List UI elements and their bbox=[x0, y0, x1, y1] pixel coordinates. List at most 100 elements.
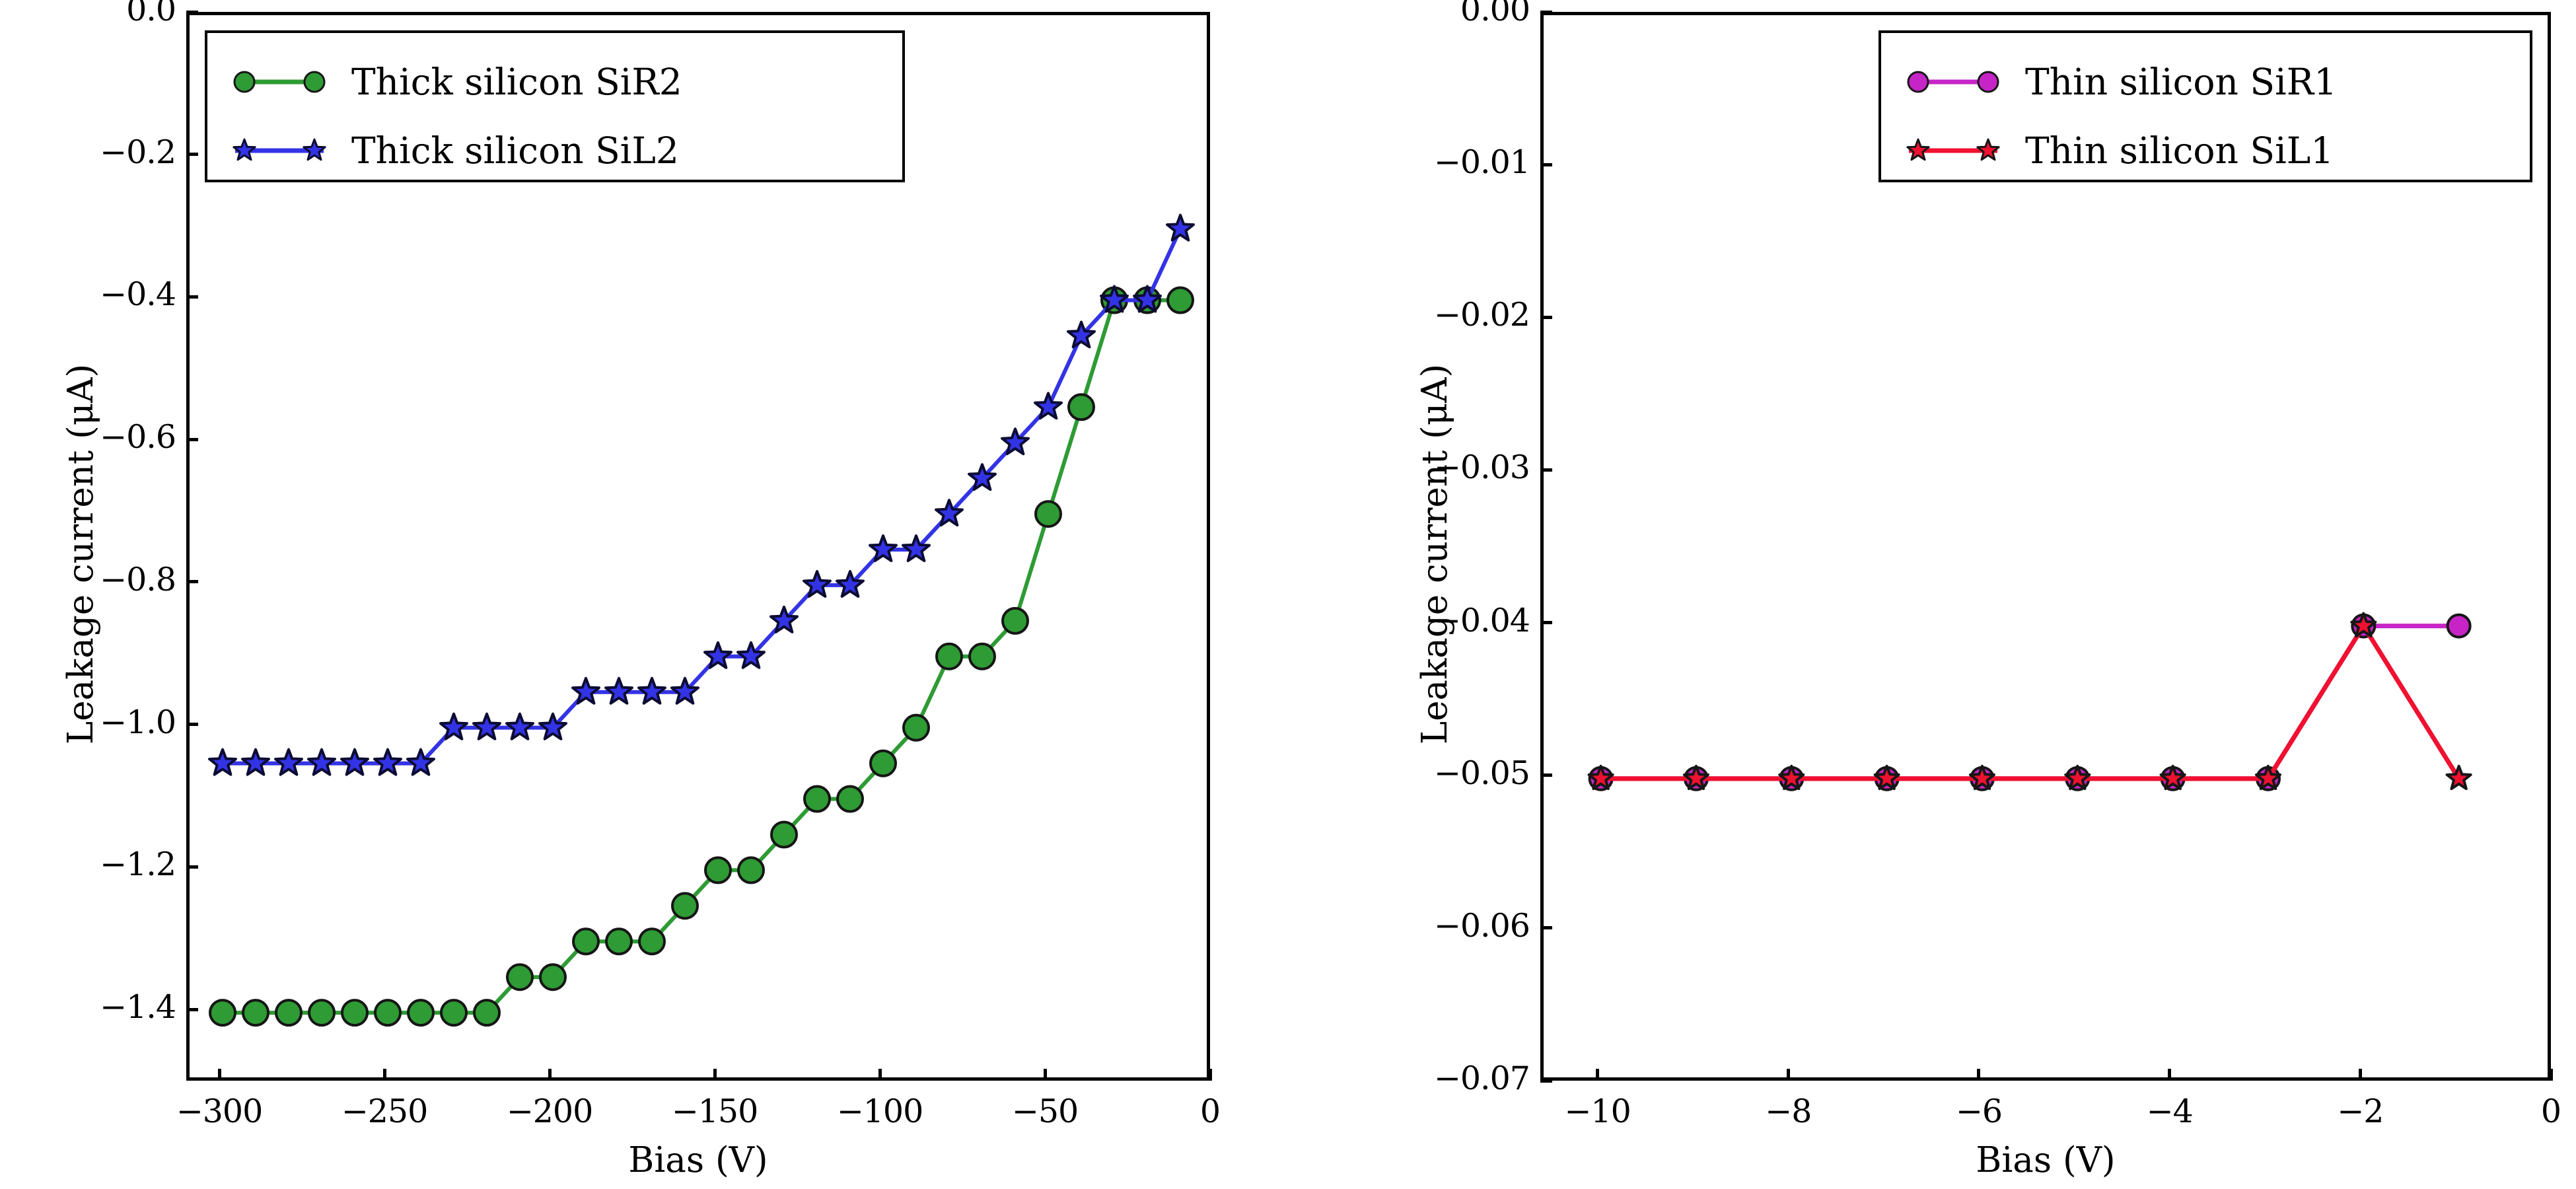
y-tick-label: −0.2 bbox=[100, 133, 176, 171]
y-tick-label: −0.05 bbox=[1433, 754, 1530, 792]
legend-line bbox=[1909, 79, 1997, 85]
series-star-1 bbox=[208, 213, 1195, 776]
legend-marker-sample bbox=[1904, 63, 2003, 100]
data-point-circle bbox=[1067, 393, 1095, 421]
data-point-circle bbox=[935, 642, 963, 670]
y-tick-label: −0.02 bbox=[1433, 296, 1530, 334]
series-circle-0 bbox=[1588, 613, 2472, 791]
thick-silicon-panel: 0.0 −0.2 −0.4 −0.6 −0.8 −1.0 −1.2 −1.4 −300 −250… bbox=[61, 0, 1221, 1180]
x-tick-label: −200 bbox=[506, 1093, 594, 1130]
legend-right: Thin silicon SiR1 Thin silicon SiL1 bbox=[1878, 30, 2532, 182]
x-axis-title-left: Bias (V) bbox=[628, 1140, 768, 1180]
x-tick-label: −10 bbox=[1564, 1093, 1631, 1130]
data-point-circle bbox=[242, 999, 269, 1027]
legend-line bbox=[1909, 148, 1997, 153]
y-tick-mark bbox=[1540, 162, 1552, 166]
data-point-circle bbox=[572, 927, 600, 956]
y-axis-title-right: Leakage current (μA) bbox=[1415, 363, 1455, 744]
data-point-circle bbox=[2446, 613, 2472, 639]
y-tick-mark bbox=[186, 1007, 198, 1011]
y-tick-label: −1.0 bbox=[100, 703, 176, 741]
data-point-star bbox=[505, 712, 534, 740]
x-tick-mark bbox=[1977, 1069, 1981, 1081]
data-point-circle bbox=[803, 785, 831, 813]
data-point-star bbox=[538, 712, 567, 740]
data-point-circle bbox=[902, 713, 930, 742]
y-tick-label: −0.04 bbox=[1433, 601, 1530, 639]
data-point-circle bbox=[869, 749, 897, 777]
y-tick-label: −0.6 bbox=[100, 418, 176, 456]
data-point-circle bbox=[1001, 606, 1029, 635]
data-point-star bbox=[736, 641, 766, 669]
x-tick-label: 0 bbox=[1199, 1093, 1221, 1130]
y-tick-mark bbox=[186, 10, 198, 14]
y-tick-label: −0.06 bbox=[1433, 906, 1530, 945]
series-star-1 bbox=[1587, 612, 2472, 791]
data-point-star bbox=[307, 748, 336, 776]
legend-left: Thick silicon SiR2 Thick silicon SiL2 bbox=[205, 30, 905, 182]
legend-label: Thick silicon SiL2 bbox=[351, 129, 679, 172]
y-tick-mark bbox=[186, 295, 198, 299]
series-line bbox=[1598, 624, 2462, 781]
legend-marker-sample bbox=[230, 63, 329, 100]
legend-circle-icon bbox=[233, 71, 326, 93]
data-point-star bbox=[637, 676, 666, 705]
x-tick-mark bbox=[878, 1069, 882, 1081]
plot-canvas-left bbox=[208, 213, 1195, 1027]
data-point-circle bbox=[308, 999, 336, 1027]
legend-star-icon bbox=[1906, 138, 2000, 161]
y-axis-title-left: Leakage current (μA) bbox=[61, 363, 101, 744]
data-point-circle bbox=[341, 999, 369, 1027]
data-point-star bbox=[571, 676, 600, 705]
data-point-star bbox=[869, 534, 898, 562]
y-tick-label: −0.8 bbox=[100, 560, 176, 598]
data-point-star bbox=[836, 569, 865, 598]
y-tick-mark bbox=[1540, 621, 1552, 625]
data-point-star bbox=[703, 641, 733, 669]
data-point-circle bbox=[605, 927, 633, 956]
x-tick-mark bbox=[217, 1069, 221, 1081]
data-point-circle bbox=[407, 999, 435, 1027]
data-point-circle bbox=[440, 999, 468, 1027]
data-point-circle bbox=[374, 999, 402, 1027]
legend-line bbox=[235, 79, 324, 85]
legend-label: Thin silicon SiR1 bbox=[2025, 61, 2338, 103]
data-point-star bbox=[769, 605, 799, 633]
y-tick-mark bbox=[186, 865, 198, 869]
legend-label: Thick silicon SiR2 bbox=[351, 61, 682, 103]
data-point-star bbox=[439, 712, 468, 740]
y-tick-label: −0.03 bbox=[1433, 449, 1530, 487]
x-tick-label: −6 bbox=[1955, 1093, 2003, 1130]
series-line bbox=[221, 298, 1182, 1015]
data-point-circle bbox=[968, 642, 996, 670]
x-tick-mark bbox=[2358, 1069, 2362, 1081]
x-tick-label: −250 bbox=[341, 1093, 429, 1130]
x-tick-mark bbox=[2549, 1069, 2553, 1081]
plot-canvas-right bbox=[1587, 612, 2472, 791]
thin-silicon-panel: 0.00 −0.01 −0.02 −0.03 −0.04 −0.05 −0.06 −0.07 … bbox=[1288, 0, 2576, 1189]
data-point-circle bbox=[737, 856, 765, 884]
y-tick-mark bbox=[186, 723, 198, 727]
y-tick-mark bbox=[1540, 1079, 1552, 1083]
data-point-star bbox=[935, 499, 964, 527]
y-tick-label: −0.01 bbox=[1433, 143, 1530, 182]
y-tick-mark bbox=[1540, 926, 1552, 930]
legend-entry-1: Thick silicon SiL2 bbox=[230, 120, 679, 181]
x-tick-mark bbox=[1208, 1069, 1212, 1081]
y-tick-mark bbox=[1540, 315, 1552, 319]
data-point-star bbox=[2254, 764, 2282, 791]
y-tick-mark bbox=[186, 437, 198, 441]
data-point-circle bbox=[506, 963, 534, 991]
data-point-star bbox=[373, 748, 402, 776]
data-point-star bbox=[340, 748, 369, 776]
legend-line bbox=[235, 148, 324, 153]
y-tick-mark bbox=[186, 153, 198, 157]
data-point-star bbox=[1968, 764, 1996, 791]
data-point-star bbox=[803, 569, 832, 598]
series-line bbox=[1598, 624, 2462, 781]
data-point-star bbox=[472, 712, 501, 740]
y-tick-mark bbox=[186, 580, 198, 584]
y-tick-mark bbox=[1540, 774, 1552, 777]
x-tick-label: −2 bbox=[2337, 1093, 2384, 1130]
